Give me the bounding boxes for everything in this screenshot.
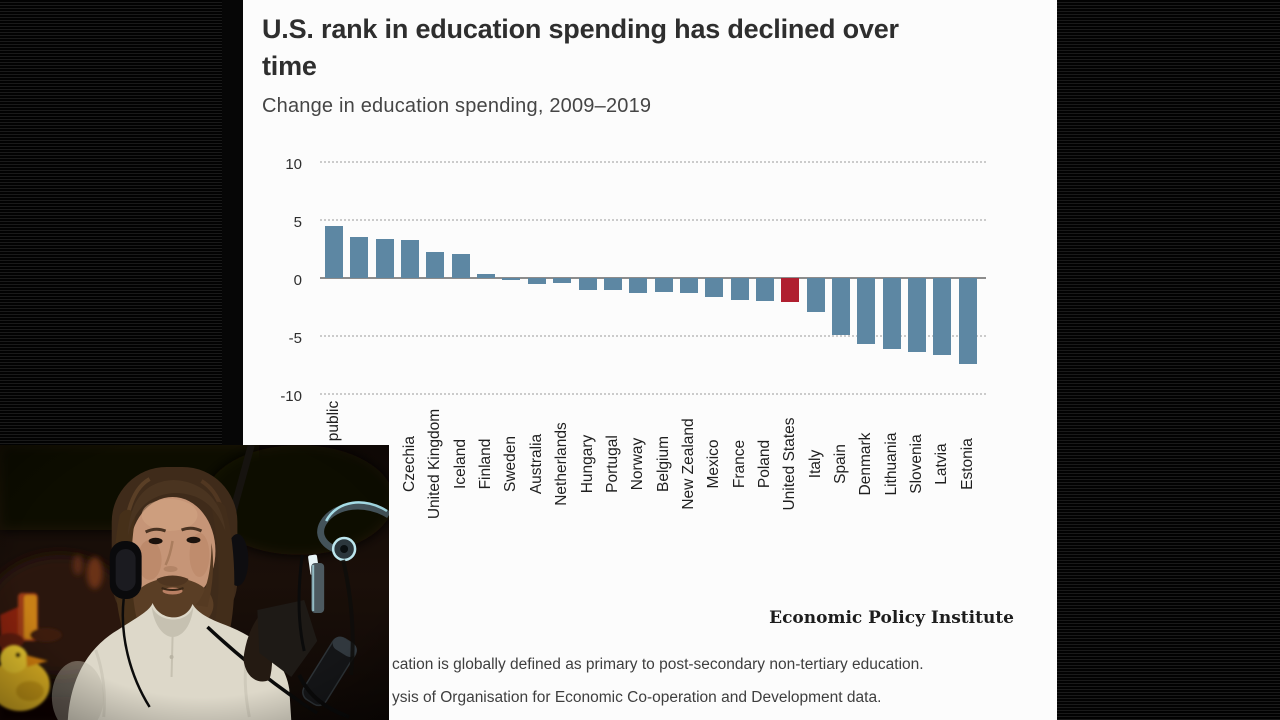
x-axis-label-poland: Poland bbox=[755, 439, 773, 489]
bar-australia bbox=[527, 278, 546, 284]
chart-note-line-2: ysis of Organisation for Economic Co-ope… bbox=[392, 689, 882, 706]
x-axis-label-spain: Spain bbox=[832, 444, 849, 484]
y-tick-label--10: -10 bbox=[280, 388, 302, 405]
bar-belgium bbox=[654, 278, 673, 292]
bar-lithuania bbox=[882, 278, 901, 349]
bar-spain bbox=[832, 278, 850, 335]
bar-denmark bbox=[857, 278, 876, 345]
x-axis-label-lithuania: Lithuania bbox=[882, 432, 900, 496]
x-axis-label-netherlands: Netherlands bbox=[553, 422, 571, 506]
x-axis-label-belgium: Belgium bbox=[654, 436, 672, 492]
bar-mexico bbox=[705, 278, 724, 298]
x-axis-label-finland: Finland bbox=[477, 438, 495, 490]
bar-united-kingdom bbox=[426, 252, 445, 278]
bar-netherlands bbox=[553, 278, 572, 284]
x-axis-label-australia: Australia bbox=[527, 433, 545, 495]
bar-italy bbox=[806, 278, 825, 312]
bar-latvia bbox=[933, 278, 952, 355]
gridline-5 bbox=[320, 219, 986, 221]
x-axis-zero-line bbox=[320, 277, 986, 279]
bar-united-states bbox=[781, 278, 800, 303]
x-axis-label-denmark: Denmark bbox=[857, 432, 875, 496]
x-axis-label-portugal: Portugal bbox=[603, 435, 621, 493]
x-axis-label-czechia: Czechia bbox=[401, 436, 419, 492]
bar-hidden-1 bbox=[350, 237, 369, 278]
x-axis-label-slovenia: Slovenia bbox=[908, 434, 926, 494]
bar-iceland bbox=[451, 253, 470, 278]
vignette bbox=[0, 445, 389, 720]
bar-slovenia bbox=[908, 278, 927, 353]
window-edge-strip bbox=[222, 0, 243, 446]
x-axis-label-estonia: Estonia bbox=[958, 438, 976, 490]
chart-note-line-1: cation is globally defined as primary to… bbox=[392, 656, 924, 673]
x-axis-label-new-zealand: New Zealand bbox=[679, 418, 697, 510]
bar-finland bbox=[477, 273, 496, 278]
x-axis-label-public: public bbox=[325, 400, 342, 442]
bar-portugal bbox=[603, 278, 622, 290]
gridline--5 bbox=[320, 335, 986, 337]
x-axis-label-united-states: United States bbox=[781, 417, 799, 511]
chart-title: U.S. rank in education spending has decl… bbox=[262, 11, 1022, 85]
x-axis-label-iceland: Iceland bbox=[451, 439, 469, 489]
bar-estonia bbox=[958, 278, 977, 364]
chart-title-line-1: U.S. rank in education spending has decl… bbox=[262, 14, 899, 44]
bar-france bbox=[730, 278, 749, 301]
bar-hungary bbox=[578, 278, 597, 291]
x-axis-label-mexico: Mexico bbox=[705, 439, 723, 489]
x-axis-label-sweden: Sweden bbox=[502, 435, 520, 493]
bar-hidden-2 bbox=[375, 238, 394, 278]
x-axis-label-hungary: Hungary bbox=[578, 434, 596, 494]
chart-subtitle: Change in education spending, 2009–2019 bbox=[262, 95, 652, 117]
webcam-overlay bbox=[0, 445, 389, 720]
bar-new-zealand bbox=[679, 278, 698, 293]
x-axis-label-latvia: Latvia bbox=[933, 443, 951, 485]
x-axis-label-france: France bbox=[730, 439, 748, 489]
bar-poland bbox=[755, 278, 774, 301]
x-axis-label-italy: Italy bbox=[806, 449, 824, 479]
y-tick-label--5: -5 bbox=[288, 330, 302, 347]
gridline-10 bbox=[320, 161, 986, 163]
chart-title-line-2: time bbox=[262, 51, 317, 81]
y-tick-label-10: 10 bbox=[285, 156, 302, 173]
gridline--10 bbox=[320, 393, 986, 395]
bar-czechia bbox=[401, 239, 420, 278]
bar-public bbox=[325, 225, 343, 278]
y-tick-label-5: 5 bbox=[293, 214, 302, 231]
y-tick-label-0: 0 bbox=[293, 272, 302, 289]
x-axis-label-united-kingdom: United Kingdom bbox=[426, 408, 444, 520]
x-axis-label-norway: Norway bbox=[629, 437, 647, 491]
bar-norway bbox=[629, 278, 648, 293]
source-attribution: Economic Policy Institute bbox=[769, 608, 1014, 628]
bar-sweden bbox=[502, 278, 521, 280]
